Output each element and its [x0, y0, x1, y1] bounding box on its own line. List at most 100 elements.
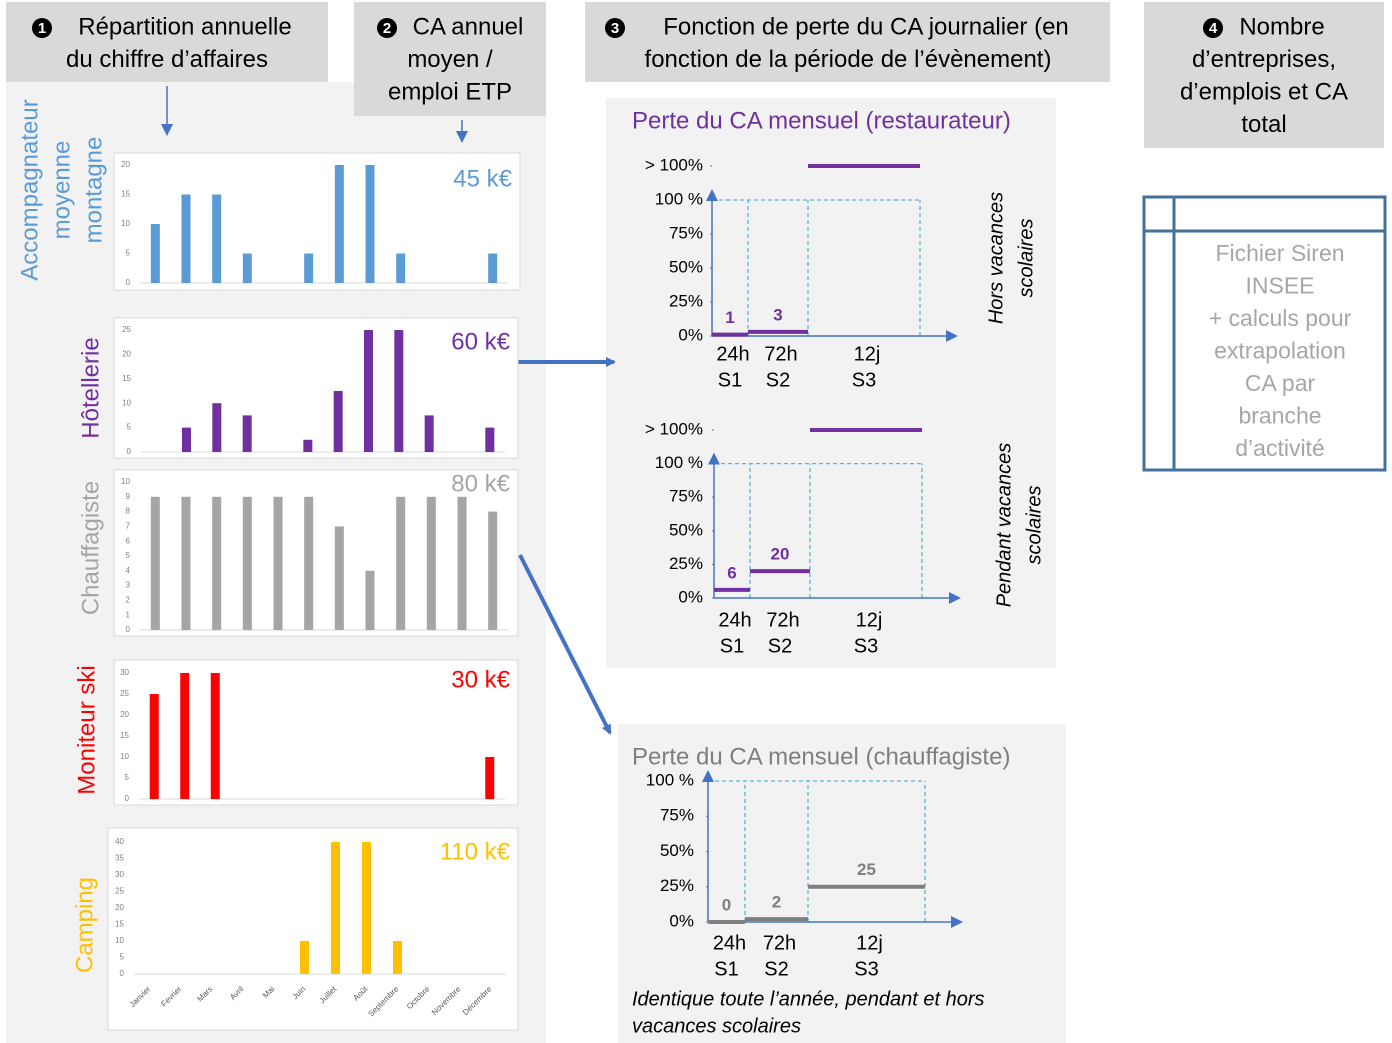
sector-name-line: montagne — [80, 137, 107, 244]
ca-label: 110 k€ — [440, 838, 511, 865]
bar — [488, 253, 498, 283]
bar — [181, 496, 191, 630]
ca-label: 30 k€ — [451, 666, 510, 693]
x-tick-sublabel: S2 — [764, 958, 788, 980]
y-tick-label: 25% — [660, 876, 694, 895]
y-tick-label: 15 — [121, 190, 130, 199]
header-text: Répartition annuelle — [78, 13, 291, 40]
loss-title: Perte du CA mensuel (restaurateur) — [632, 107, 1011, 134]
bar — [304, 496, 314, 630]
y-tick-label: 5 — [120, 953, 125, 962]
chart-box — [107, 827, 519, 1031]
y-tick-label: 1 — [126, 610, 131, 619]
bar — [424, 415, 434, 452]
bar — [149, 694, 159, 799]
y-tick-label: 75% — [660, 806, 694, 825]
side-label-line: Pendant vacances — [993, 443, 1015, 608]
y-tick-label: > 100% — [645, 419, 703, 438]
bar — [334, 165, 344, 283]
x-tick-sublabel: S1 — [714, 958, 738, 980]
bar — [364, 330, 373, 452]
dashed-frame — [708, 780, 926, 922]
y-tick-label: 75% — [669, 487, 703, 506]
bar — [180, 673, 190, 799]
bar — [242, 253, 252, 283]
sector-name-line: Hôtellerie — [77, 337, 104, 438]
y-tick-label: 50% — [669, 520, 703, 539]
siren-text: Fichier Siren — [1215, 240, 1344, 266]
side-label: Hors vacances scolaires — [985, 192, 1037, 324]
y-tick-label: > 100% — [645, 155, 703, 174]
number-badge-label: 2 — [383, 20, 391, 37]
bar — [182, 427, 191, 452]
siren-text: extrapolation — [1214, 338, 1346, 364]
bar — [212, 496, 222, 630]
x-tick-label: 72h — [763, 932, 796, 954]
y-tick-label: 25% — [669, 554, 703, 573]
sector-name: Moniteur ski — [73, 665, 100, 794]
y-tick-label: 75% — [669, 223, 703, 242]
bar — [457, 496, 467, 630]
number-badge — [605, 18, 625, 38]
y-tick-label: 0% — [678, 325, 703, 344]
value-label: 20 — [771, 545, 790, 564]
x-tick-label: 12j — [856, 609, 883, 631]
header-text: emploi ETP — [388, 78, 512, 105]
y-tick-label: 15 — [122, 374, 131, 383]
header-text: Fonction de perte du CA journalier (en — [663, 13, 1069, 40]
bar — [393, 941, 402, 974]
bar — [365, 570, 375, 630]
y-tick-label: 35 — [115, 854, 124, 863]
ca-label: 80 k€ — [451, 470, 510, 497]
header-text: CA annuel — [413, 13, 524, 40]
value-label: 6 — [727, 563, 736, 582]
note: vacances scolaires — [632, 1015, 801, 1037]
y-tick-label: 0 — [126, 625, 131, 634]
bar — [485, 757, 495, 799]
siren-text: branche — [1238, 403, 1321, 429]
side-label-line: scolaires — [1023, 486, 1045, 565]
y-tick-label: 10 — [120, 752, 129, 761]
header-text: Nombre — [1239, 13, 1324, 40]
y-tick-label: 30 — [120, 668, 129, 677]
y-tick-label: 20 — [121, 160, 130, 169]
y-tick-label: 6 — [126, 536, 131, 545]
side-label-line: Hors vacances — [985, 192, 1007, 324]
bar — [396, 253, 406, 283]
y-tick-label: 9 — [126, 492, 131, 501]
x-tick-sublabel: S2 — [768, 635, 792, 657]
header-text: fonction de la période de l’évènement) — [645, 46, 1052, 73]
y-tick-label: 0 — [127, 447, 132, 456]
y-tick-label: 10 — [121, 219, 130, 228]
y-tick-label: 0 — [125, 794, 130, 803]
bar — [333, 391, 343, 452]
siren-text: INSEE — [1245, 273, 1314, 299]
bar — [331, 842, 340, 974]
number-badge-label: 4 — [1209, 20, 1218, 37]
sector-name-line: Accompagnateur — [16, 99, 43, 280]
y-tick-label: 50% — [669, 257, 703, 276]
y-tick-label: 0 — [120, 969, 125, 978]
y-tick-label: 25 — [120, 689, 129, 698]
bar — [150, 496, 160, 630]
x-tick-label: 24h — [718, 609, 751, 631]
ca-label: 60 k€ — [451, 328, 510, 355]
y-tick-label: 30 — [115, 870, 124, 879]
y-tick-label: 10 — [121, 477, 130, 486]
y-tick-label: 25% — [669, 291, 703, 310]
x-tick-sublabel: S3 — [854, 635, 878, 657]
bar — [212, 403, 222, 452]
header-text: total — [1241, 111, 1286, 138]
y-tick-label: 25 — [122, 325, 131, 334]
number-badge — [377, 18, 397, 38]
header-box — [585, 2, 1110, 82]
bar — [394, 330, 404, 452]
y-tick-label: 100 % — [655, 189, 703, 208]
x-tick-label: 72h — [766, 609, 799, 631]
header-text: du chiffre d’affaires — [66, 46, 268, 73]
bar — [273, 496, 283, 630]
x-tick-sublabel: S1 — [718, 369, 742, 391]
bar — [212, 194, 222, 283]
x-tick-sublabel: S2 — [766, 369, 790, 391]
